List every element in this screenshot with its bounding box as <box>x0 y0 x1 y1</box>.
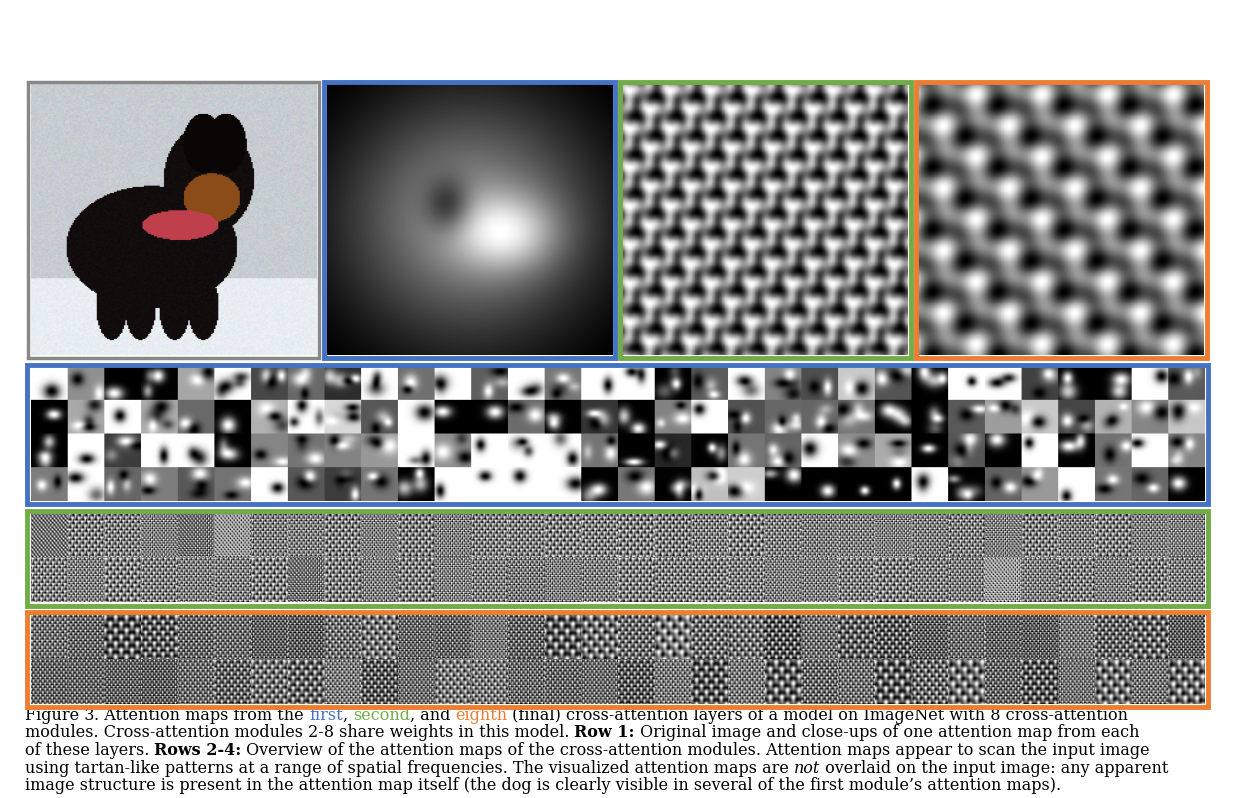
Text: of these layers.: of these layers. <box>25 741 154 759</box>
Text: using tartan-like patterns at a range of spatial frequencies. The visualized att: using tartan-like patterns at a range of… <box>25 760 794 776</box>
Text: ,: , <box>342 707 353 724</box>
Text: Original image and close-ups of one attention map from each: Original image and close-ups of one atte… <box>635 724 1140 741</box>
Text: . Attention maps from the: . Attention maps from the <box>94 707 309 724</box>
Text: eighth: eighth <box>456 707 508 724</box>
Text: first: first <box>309 707 342 724</box>
Text: Rows 2-4:: Rows 2-4: <box>154 741 242 759</box>
Text: Figure 3: Figure 3 <box>25 707 94 724</box>
Text: Row 1:: Row 1: <box>574 724 635 741</box>
Text: image structure is present in the attention map itself (the dog is clearly visib: image structure is present in the attent… <box>25 777 1061 795</box>
Text: (final) cross-attention layers of a model on ImageNet with 8 cross-attention: (final) cross-attention layers of a mode… <box>508 707 1129 724</box>
Text: overlaid on the input image: any apparent: overlaid on the input image: any apparen… <box>820 760 1168 776</box>
Text: modules. Cross-attention modules 2-8 share weights in this model.: modules. Cross-attention modules 2-8 sha… <box>25 724 574 741</box>
Text: not: not <box>794 760 820 776</box>
Text: , and: , and <box>410 707 456 724</box>
Text: Overview of the attention maps of the cross-attention modules. Attention maps ap: Overview of the attention maps of the cr… <box>242 741 1150 759</box>
Text: second: second <box>353 707 410 724</box>
